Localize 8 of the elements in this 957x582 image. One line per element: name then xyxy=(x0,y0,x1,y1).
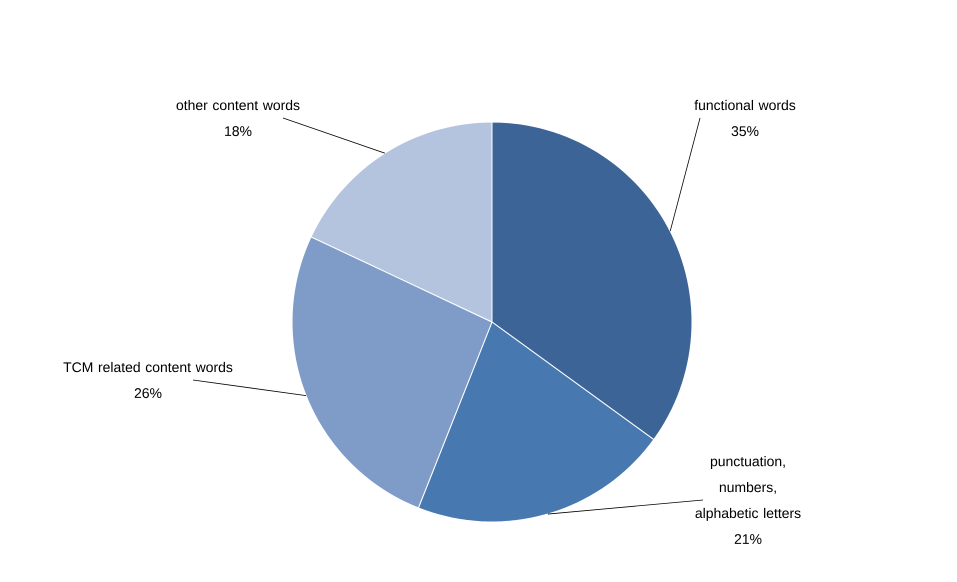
slice-label: functional words xyxy=(694,100,796,110)
data-label: 21% xyxy=(734,534,762,544)
slice-label: punctuation, numbers, alphabetic letters xyxy=(695,456,801,521)
slice-label: other content words xyxy=(176,100,300,110)
slice-label: TCM related content words xyxy=(63,362,232,372)
data-label: 35% xyxy=(732,126,758,136)
data-label: 18% xyxy=(225,126,252,136)
data-label: 26% xyxy=(134,388,162,398)
